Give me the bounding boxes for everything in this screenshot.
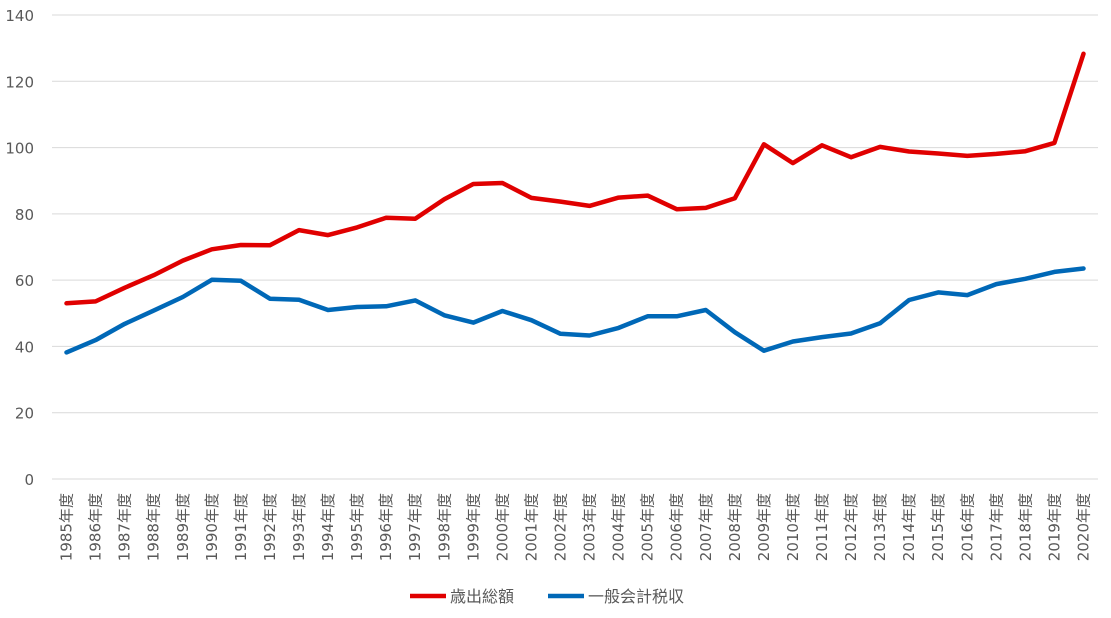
x-tick-label: 2019年度 xyxy=(1045,493,1063,561)
x-tick-label: 1997年度 xyxy=(406,493,424,561)
x-tick-label: 2020年度 xyxy=(1074,493,1092,561)
y-axis-ticks: 0 20 40 60 80 100 120 140 xyxy=(5,7,34,489)
x-tick-label: 1986年度 xyxy=(87,493,105,561)
y-tick-label: 40 xyxy=(15,338,34,356)
x-tick-label: 1990年度 xyxy=(203,493,221,561)
x-tick-label: 2015年度 xyxy=(929,493,947,561)
series-line-0 xyxy=(64,51,1086,306)
x-tick-label: 2017年度 xyxy=(987,493,1005,561)
y-tick-label: 60 xyxy=(15,272,34,290)
legend-label: 一般会計税収 xyxy=(588,587,684,606)
x-tick-label: 1993年度 xyxy=(290,493,308,561)
x-tick-label: 1994年度 xyxy=(319,493,337,561)
x-tick-label: 2004年度 xyxy=(610,493,628,561)
x-tick-label: 2013年度 xyxy=(871,493,889,561)
x-tick-label: 2002年度 xyxy=(551,493,569,561)
x-tick-label: 2000年度 xyxy=(493,493,511,561)
legend: 歳出総額 一般会計税収 xyxy=(410,587,684,606)
x-tick-label: 2008年度 xyxy=(726,493,744,561)
x-tick-label: 1999年度 xyxy=(464,493,482,561)
x-tick-label: 2005年度 xyxy=(639,493,657,561)
x-tick-label: 2011年度 xyxy=(813,493,831,561)
x-tick-label: 1987年度 xyxy=(116,493,134,561)
y-tick-label: 120 xyxy=(5,73,34,91)
x-axis-ticks: 1985年度 1986年度 1987年度 1988年度 1989年度 1990年度 1991… xyxy=(58,493,1093,561)
x-tick-label: 1992年度 xyxy=(261,493,279,561)
y-tick-label: 140 xyxy=(5,7,34,25)
y-tick-label: 100 xyxy=(5,140,34,158)
y-tick-label: 80 xyxy=(15,206,34,224)
x-tick-label: 2018年度 xyxy=(1016,493,1034,561)
x-tick-label: 1989年度 xyxy=(174,493,192,561)
x-tick-label: 2003年度 xyxy=(581,493,599,561)
x-tick-label: 2001年度 xyxy=(522,493,540,561)
x-tick-label: 2012年度 xyxy=(842,493,860,561)
x-tick-label: 1995年度 xyxy=(348,493,366,561)
gridlines xyxy=(52,14,1098,480)
legend-label: 歳出総額 xyxy=(450,587,514,606)
x-tick-label: 1998年度 xyxy=(435,493,453,561)
x-tick-label: 1988年度 xyxy=(145,493,163,561)
series-lines xyxy=(64,51,1086,355)
x-tick-label: 1996年度 xyxy=(377,493,395,561)
y-tick-label: 0 xyxy=(24,471,34,489)
x-tick-label: 2014年度 xyxy=(900,493,918,561)
x-tick-label: 2006年度 xyxy=(668,493,686,561)
x-tick-label: 1991年度 xyxy=(232,493,250,561)
series-line-1 xyxy=(64,266,1086,355)
x-tick-label: 2009年度 xyxy=(755,493,773,561)
x-tick-label: 2007年度 xyxy=(697,493,715,561)
x-tick-label: 2016年度 xyxy=(958,493,976,561)
y-tick-label: 20 xyxy=(15,405,34,423)
x-tick-label: 1985年度 xyxy=(58,493,76,561)
x-tick-label: 2010年度 xyxy=(784,493,802,561)
